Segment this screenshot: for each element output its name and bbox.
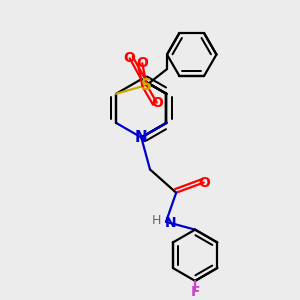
Text: N: N — [135, 130, 148, 145]
Text: S: S — [141, 78, 152, 93]
Text: N: N — [165, 216, 176, 230]
Text: H: H — [152, 214, 161, 227]
Text: O: O — [136, 56, 148, 70]
Text: F: F — [190, 286, 200, 299]
Text: O: O — [151, 95, 163, 110]
Text: O: O — [198, 176, 210, 190]
Text: O: O — [124, 51, 136, 65]
